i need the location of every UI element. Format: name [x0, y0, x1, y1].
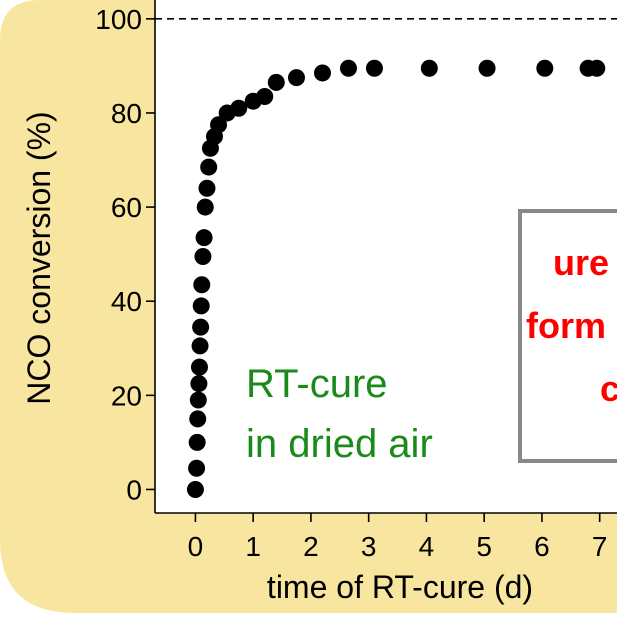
data-point: [256, 87, 274, 105]
annotation-green-line-1: RT-cure: [246, 362, 388, 406]
data-point: [198, 179, 216, 197]
y-tick-label: 60: [111, 192, 142, 223]
data-point: [478, 59, 496, 77]
data-point: [230, 99, 248, 117]
data-point: [191, 337, 209, 355]
data-point: [267, 73, 285, 91]
data-point: [420, 59, 438, 77]
data-point: [190, 358, 208, 376]
annotation-red-line-3: c: [600, 368, 617, 409]
data-point: [190, 375, 208, 393]
data-point: [192, 297, 210, 315]
x-tick-label: 7: [592, 531, 608, 562]
data-point: [189, 391, 207, 409]
x-tick-label: 5: [476, 531, 492, 562]
data-point: [287, 69, 305, 87]
data-point: [210, 116, 228, 134]
y-axis-label: NCO conversion (%): [21, 111, 57, 404]
plot-area: [155, 0, 617, 513]
y-tick-label: 100: [95, 4, 142, 35]
data-point: [196, 198, 214, 216]
annotation-green-line-2: in dried air: [246, 422, 433, 466]
x-axis-label: time of RT-cure (d): [267, 569, 533, 605]
data-point: [186, 480, 204, 498]
y-axis-ticks: 0 20 40 60 80 100: [95, 4, 155, 505]
annotation-box: [518, 209, 617, 463]
data-point: [188, 433, 206, 451]
data-point: [192, 318, 210, 336]
data-point: [188, 459, 206, 477]
data-point: [536, 59, 554, 77]
y-tick-label: 20: [111, 380, 142, 411]
data-point: [200, 158, 218, 176]
data-point: [189, 410, 207, 428]
annotation-red-line-2: form: [526, 305, 606, 346]
data-point: [195, 229, 213, 247]
data-point: [313, 64, 331, 82]
x-tick-label: 6: [534, 531, 550, 562]
data-point: [193, 276, 211, 294]
y-tick-label: 0: [126, 474, 142, 505]
x-tick-label: 1: [245, 531, 261, 562]
data-point: [365, 59, 383, 77]
y-tick-label: 40: [111, 286, 142, 317]
x-tick-label: 0: [188, 531, 204, 562]
data-point: [194, 248, 212, 265]
data-point: [588, 59, 606, 77]
y-tick-label: 80: [111, 98, 142, 129]
x-tick-label: 4: [419, 531, 435, 562]
x-axis-ticks: 0 1 2 3 4 5 6 7: [188, 513, 608, 562]
data-points: [186, 59, 606, 498]
x-tick-label: 3: [361, 531, 377, 562]
data-point: [339, 59, 357, 77]
x-tick-label: 2: [303, 531, 319, 562]
annotation-red-line-1: ure: [553, 242, 609, 283]
